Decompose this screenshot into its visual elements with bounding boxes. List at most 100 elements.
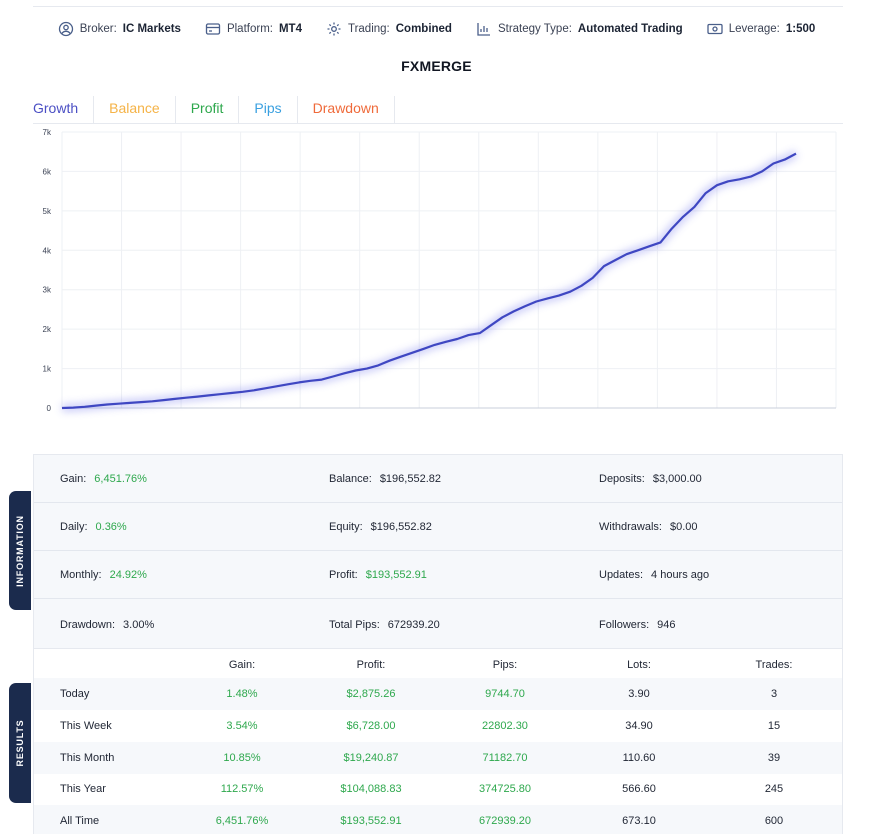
results-trades: 3 <box>770 688 778 700</box>
info-label: Daily: <box>60 521 88 533</box>
info-label: Drawdown: <box>60 619 116 631</box>
info-cell-profit: Profit: $193,552.91 <box>329 551 427 599</box>
trading-value: Combined <box>395 23 452 35</box>
info-label: Followers: <box>599 619 650 631</box>
results-pips: 672939.20 <box>479 815 531 827</box>
info-cell-gain: Gain: 6,451.76% <box>60 455 147 503</box>
results-lots: 110.60 <box>622 752 656 764</box>
results-header-trades: Trades: <box>755 659 793 671</box>
tab-balance[interactable]: Balance <box>109 96 176 123</box>
results-pips: 71182.70 <box>482 752 528 764</box>
table-row: This Month 10.85% $19,240.87 71182.70 11… <box>34 742 842 774</box>
leverage-info: Leverage: 1:500 <box>707 21 815 37</box>
results-period: All Time <box>60 815 100 827</box>
tab-drawdown[interactable]: Drawdown <box>313 96 395 123</box>
tab-pips[interactable]: Pips <box>254 96 298 123</box>
info-label: Equity: <box>329 521 363 533</box>
top-divider <box>33 6 843 7</box>
results-profit: $193,552.91 <box>340 815 402 827</box>
tab-growth[interactable]: Growth <box>33 96 95 123</box>
money-icon <box>707 23 723 35</box>
results-profit: $104,088.83 <box>340 783 402 795</box>
tab-profit[interactable]: Profit <box>191 96 240 123</box>
results-header-pips: Pips: <box>492 659 518 671</box>
info-cell-withdrawals: Withdrawals: $0.00 <box>599 503 698 551</box>
bar-chart-icon <box>477 23 490 36</box>
series-line-growth <box>61 152 797 410</box>
results-period: This Month <box>60 752 115 764</box>
account-title: FXMERGE <box>401 58 472 74</box>
information-side-label: INFORMATION <box>15 514 25 587</box>
y-tick-label: 6k <box>43 167 52 176</box>
info-row: Monthly: 24.92% Profit: $193,552.91 Update… <box>34 551 842 599</box>
results-profit: $19,240.87 <box>343 752 399 764</box>
results-lots: 566.60 <box>622 783 656 795</box>
info-row: Daily: 0.36% Equity: $196,552.82 Withdrawa… <box>34 503 842 551</box>
platform-info: Platform: MT4 <box>205 21 302 37</box>
info-value: $196,552.82 <box>370 521 432 533</box>
info-value: 0.36% <box>95 521 127 533</box>
results-lots: 34.90 <box>625 720 653 732</box>
trading-label: Trading: <box>347 23 390 35</box>
y-tick-label: 3k <box>43 286 52 295</box>
results-side-tab: RESULTS <box>9 683 31 803</box>
platform-value: MT4 <box>278 23 302 35</box>
results-lots: 3.90 <box>628 688 650 700</box>
table-row: This Year 112.57% $104,088.83 374725.80 … <box>34 773 842 805</box>
information-side-tab: INFORMATION <box>9 491 31 610</box>
results-gain: 6,451.76% <box>215 815 269 827</box>
results-lots: 673.10 <box>622 815 656 827</box>
table-row: Today 1.48% $2,875.26 9744.70 3.90 3 <box>34 678 842 710</box>
info-cell-followers: Followers: 946 <box>599 601 675 649</box>
info-cell-deposits: Deposits: $3,000.00 <box>599 455 702 503</box>
results-header-row: Gain: Profit: Pips: Lots: Trades: <box>34 649 842 681</box>
results-gain: 1.48% <box>226 688 258 700</box>
broker-info: Broker: IC Markets <box>58 21 181 37</box>
info-value: $0.00 <box>669 521 698 533</box>
info-cell-monthly: Monthly: 24.92% <box>60 551 147 599</box>
y-tick-label: 0 <box>47 404 52 413</box>
results-header-lots: Lots: <box>627 659 651 671</box>
strategy-label: Strategy Type: <box>497 23 572 35</box>
card-icon <box>205 23 221 35</box>
info-value: 6,451.76% <box>94 473 147 485</box>
info-value: 24.92% <box>109 569 147 581</box>
y-tick-label: 7k <box>43 128 52 137</box>
info-cell-drawdown: Drawdown: 3.00% <box>60 601 154 649</box>
results-header-gain: Gain: <box>228 659 256 671</box>
results-trades: 600 <box>764 815 784 827</box>
info-value: 672939.20 <box>387 619 440 631</box>
results-gain: 3.54% <box>226 720 258 732</box>
growth-chart: 0 1k 2k 3k 4k 5k 6k 7k <box>43 128 837 413</box>
account-info-bar: Broker: IC Markets Platform: MT4 Trading… <box>0 18 873 40</box>
info-value: $193,552.91 <box>365 569 427 581</box>
info-cell-balance: Balance: $196,552.82 <box>329 455 441 503</box>
results-profit: $6,728.00 <box>346 720 396 732</box>
results-pips: 374725.80 <box>479 783 531 795</box>
info-label: Balance: <box>329 473 372 485</box>
y-tick-label: 5k <box>43 207 52 216</box>
info-cell-daily: Daily: 0.36% <box>60 503 127 551</box>
info-row: Drawdown: 3.00% Total Pips: 672939.20 Foll… <box>34 601 842 649</box>
results-trades: 15 <box>767 720 781 732</box>
y-tick-label: 1k <box>43 365 52 374</box>
chart-tabs: Growth Balance Profit Pips Drawdown <box>33 96 843 124</box>
trading-info: Trading: Combined <box>326 21 452 37</box>
results-trades: 245 <box>764 783 784 795</box>
results-header-profit: Profit: <box>356 659 386 671</box>
leverage-label: Leverage: <box>728 23 780 35</box>
results-table: Gain: Profit: Pips: Lots: Trades: Today … <box>33 649 843 834</box>
info-label: Deposits: <box>599 473 645 485</box>
results-pips: 9744.70 <box>485 688 525 700</box>
strategy-info: Strategy Type: Automated Trading <box>476 21 683 37</box>
results-period: This Year <box>60 783 106 795</box>
info-cell-equity: Equity: $196,552.82 <box>329 503 432 551</box>
info-value: $196,552.82 <box>379 473 441 485</box>
broker-label: Broker: <box>79 23 117 35</box>
y-tick-label: 4k <box>43 246 52 255</box>
strategy-value: Automated Trading <box>577 23 683 35</box>
info-label: Profit: <box>329 569 358 581</box>
gear-icon <box>327 22 341 36</box>
platform-label: Platform: <box>226 23 273 35</box>
user-circle-icon <box>58 21 73 37</box>
